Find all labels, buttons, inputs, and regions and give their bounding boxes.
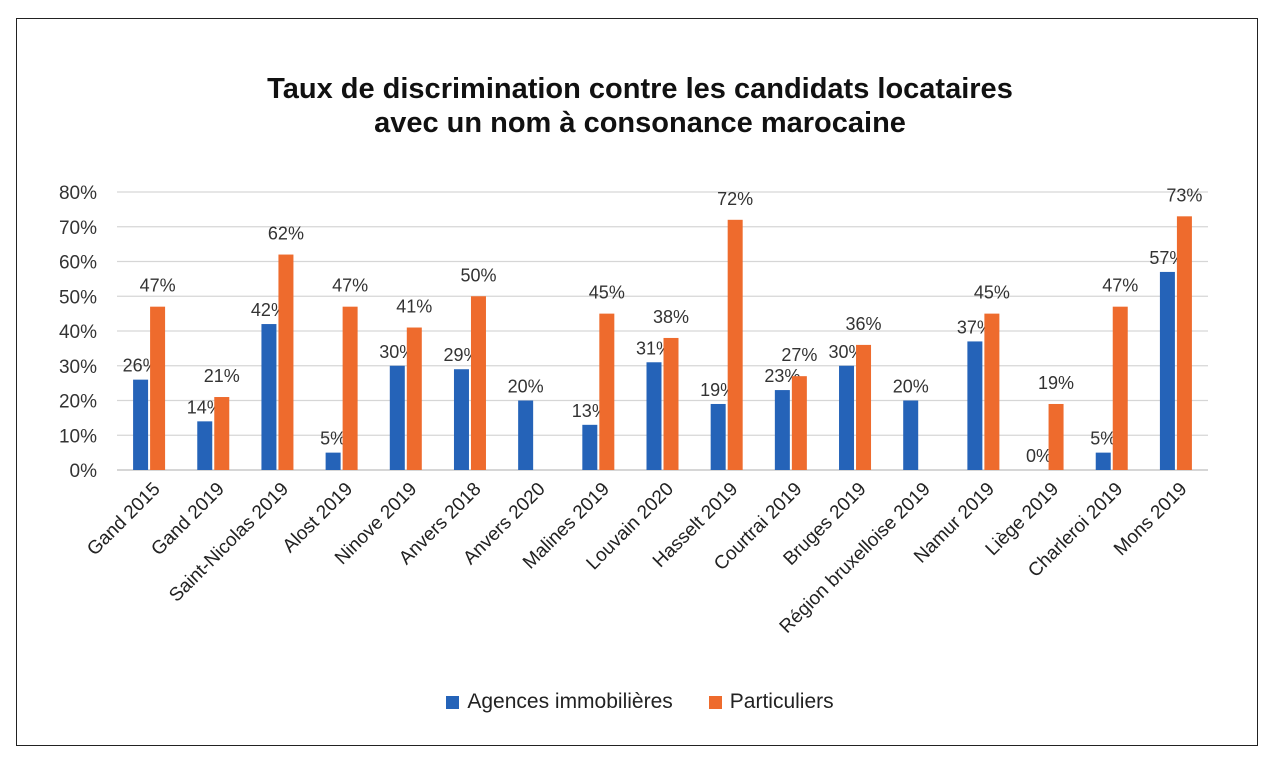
legend-swatch-particuliers — [708, 695, 722, 709]
bar-particuliers — [342, 306, 358, 470]
y-tick-label: 40% — [59, 322, 97, 343]
data-label-particuliers: 50% — [460, 265, 496, 285]
legend-label-particuliers: Particuliers — [729, 690, 834, 713]
y-tick-label: 50% — [59, 287, 97, 308]
bar-agences — [967, 341, 983, 470]
data-label-agences: 13% — [572, 401, 608, 421]
bar-particuliers — [470, 296, 486, 470]
bar-agences — [197, 421, 213, 470]
y-tick-label: 30% — [59, 357, 97, 378]
chart-legend: Agences immobilières Particuliers — [0, 690, 1280, 714]
legend-item-particuliers: Particuliers — [708, 690, 834, 714]
bar-agences — [903, 400, 919, 470]
bar-particuliers — [278, 254, 294, 470]
bar-particuliers — [599, 313, 615, 470]
data-label-particuliers: 45% — [974, 283, 1010, 303]
data-label-agences: 26% — [123, 356, 159, 376]
bar-agences — [1095, 452, 1111, 470]
bar-particuliers — [150, 306, 166, 470]
data-label-agences: 42% — [251, 300, 287, 320]
data-label-particuliers: 21% — [204, 366, 240, 386]
bar-agences — [325, 452, 341, 470]
data-label-particuliers: 45% — [589, 283, 625, 303]
bar-agences — [389, 365, 405, 470]
bar-agences — [518, 400, 534, 470]
legend-label-agences: Agences immobilières — [467, 690, 673, 713]
chart-title: Taux de discrimination contre les candid… — [267, 73, 1013, 105]
data-label-agences: 0% — [1026, 446, 1052, 466]
bar-agences — [710, 403, 726, 470]
bar-particuliers — [791, 376, 807, 470]
bar-particuliers — [727, 219, 743, 470]
data-label-particuliers: 19% — [1038, 373, 1074, 393]
data-label-agences: 23% — [764, 366, 800, 386]
bar-agences — [774, 390, 790, 470]
data-label-agences: 14% — [187, 397, 223, 417]
y-tick-label: 10% — [59, 426, 97, 447]
data-label-particuliers: 47% — [1102, 276, 1138, 296]
data-label-particuliers: 62% — [268, 224, 304, 244]
bar-agences — [133, 379, 149, 470]
data-label-particuliers: 73% — [1166, 185, 1202, 205]
data-label-agences: 29% — [443, 345, 479, 365]
chart-frame — [16, 18, 1258, 746]
data-label-agences: 37% — [957, 317, 993, 337]
data-label-agences: 5% — [320, 429, 346, 449]
bar-particuliers — [1112, 306, 1128, 470]
bar-agences — [1159, 271, 1175, 470]
data-label-agences: 20% — [508, 377, 544, 397]
bar-particuliers — [984, 313, 1000, 470]
x-tick-label: Saint-Nicolas 2019 — [165, 479, 293, 607]
chart-subtitle: avec un nom à consonance marocaine — [374, 107, 906, 139]
data-label-particuliers: 72% — [717, 189, 753, 209]
legend-item-agences: Agences immobilières — [446, 690, 673, 714]
y-tick-label: 80% — [59, 183, 97, 204]
bar-agences — [839, 365, 855, 470]
data-label-agences: 20% — [893, 377, 929, 397]
data-label-agences: 30% — [829, 342, 865, 362]
bar-particuliers — [1176, 216, 1192, 470]
data-label-agences: 57% — [1149, 248, 1185, 268]
y-tick-label: 0% — [70, 461, 98, 482]
data-label-particuliers: 36% — [846, 314, 882, 334]
data-label-particuliers: 41% — [396, 297, 432, 317]
data-label-agences: 5% — [1090, 429, 1116, 449]
bar-particuliers — [406, 327, 422, 470]
data-label-particuliers: 38% — [653, 307, 689, 327]
legend-swatch-agences — [446, 695, 460, 709]
data-label-particuliers: 47% — [140, 276, 176, 296]
bar-particuliers — [856, 344, 872, 470]
data-label-particuliers: 47% — [332, 276, 368, 296]
data-label-agences: 31% — [636, 338, 672, 358]
data-label-agences: 30% — [379, 342, 415, 362]
bar-agences — [582, 424, 598, 470]
bar-agences — [453, 369, 469, 470]
y-tick-label: 70% — [59, 218, 97, 239]
data-label-particuliers: 27% — [781, 345, 817, 365]
bar-particuliers — [1048, 403, 1064, 470]
y-tick-label: 60% — [59, 253, 97, 274]
bar-particuliers — [663, 337, 679, 470]
data-label-agences: 19% — [700, 380, 736, 400]
bar-agences — [646, 362, 662, 470]
bar-particuliers — [214, 397, 230, 470]
bar-agences — [261, 324, 277, 470]
y-tick-label: 20% — [59, 392, 97, 413]
